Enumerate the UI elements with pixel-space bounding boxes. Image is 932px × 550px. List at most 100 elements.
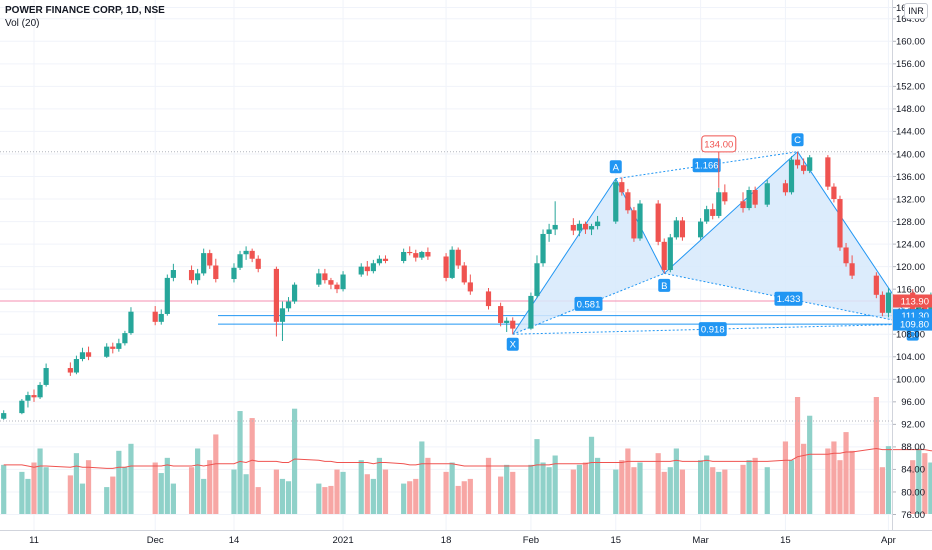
- volume-bar: [752, 457, 758, 514]
- volume-bar: [740, 464, 746, 514]
- volume-bar: [704, 455, 710, 514]
- volume-bar: [340, 471, 346, 514]
- volume-bar: [207, 460, 213, 514]
- candle-body: [613, 182, 619, 222]
- symbol-title[interactable]: POWER FINANCE CORP, 1D, NSE: [5, 5, 165, 16]
- volume-bar: [801, 443, 807, 514]
- time-tick-label: 18: [441, 535, 452, 546]
- price-tick-label: 156.00: [896, 59, 925, 70]
- volume-bar: [831, 441, 837, 514]
- volume-bar: [461, 481, 467, 514]
- candle-body: [588, 226, 595, 230]
- volume-bar: [661, 471, 667, 514]
- candle-body: [625, 192, 631, 211]
- candle-body: [673, 220, 679, 238]
- volume-bar: [249, 418, 255, 514]
- price-tick-label: 132.00: [896, 194, 925, 205]
- volume-bar: [328, 485, 334, 514]
- volume-bar: [825, 448, 831, 514]
- volume-bar: [334, 469, 340, 514]
- candle-body: [710, 209, 716, 216]
- volume-bar: [807, 415, 813, 514]
- volume-bar: [570, 469, 576, 514]
- volume-bar: [25, 478, 31, 514]
- currency-button[interactable]: INR: [904, 3, 928, 19]
- pattern-point-box: [906, 327, 919, 341]
- candle-body: [73, 359, 80, 373]
- candle-body: [407, 251, 413, 254]
- time-axis[interactable]: 11Dec14202118Feb15Mar15Apr19May17: [0, 530, 932, 547]
- volume-bar: [285, 481, 292, 514]
- volume-bar: [164, 457, 170, 514]
- volume-bar: [722, 469, 728, 514]
- volume-bar: [128, 443, 134, 514]
- zone-price-tag: 111.30: [901, 311, 929, 322]
- candle-body: [582, 223, 589, 230]
- pattern-ratio-box: [774, 291, 803, 306]
- candle-body: [837, 199, 843, 248]
- price-tick-label: 128.00: [896, 217, 925, 228]
- candle-body: [679, 220, 686, 238]
- volume-indicator-label[interactable]: Vol (20): [5, 18, 40, 29]
- volume-bar: [370, 478, 376, 514]
- volume-bar: [716, 471, 722, 514]
- volume-bar: [625, 448, 631, 514]
- candle-body: [831, 186, 837, 200]
- pattern-leg-bc: [663, 151, 798, 274]
- candle-body: [752, 190, 758, 205]
- candle-body: [255, 258, 261, 269]
- candle-body: [79, 352, 86, 360]
- candle-body: [158, 313, 164, 322]
- last-price-tag: 113.90: [901, 296, 929, 307]
- volume-ma-line: [3, 447, 932, 469]
- candle-body: [382, 258, 389, 261]
- candle-body: [667, 237, 673, 271]
- zone-price-tag: 109.80: [900, 320, 929, 331]
- volume-bar: [122, 467, 128, 514]
- candle-body: [413, 253, 419, 258]
- volume-bar: [631, 467, 637, 514]
- volume-bar: [201, 478, 207, 514]
- volume-bar: [243, 474, 249, 514]
- candle-body: [170, 270, 176, 278]
- price-tick-label: 160.00: [896, 37, 925, 48]
- candle-body: [31, 395, 37, 398]
- volume-bar: [873, 397, 879, 514]
- volume-bar: [552, 455, 558, 514]
- pattern-point-box: [658, 278, 671, 292]
- price-axis[interactable]: 166.00164.00160.00156.00152.00148.00144.…: [892, 0, 932, 530]
- volume-bar: [376, 457, 383, 514]
- pattern-ratio-box: [574, 296, 603, 311]
- candle-body: [449, 249, 455, 278]
- candle-body: [619, 182, 625, 193]
- candle-body: [243, 250, 249, 255]
- candle-body: [546, 229, 552, 234]
- pattern-ratio-box: [692, 158, 721, 173]
- volume-bar: [698, 460, 704, 514]
- volume-bar: [364, 474, 370, 514]
- price-tick-label: 76.00: [901, 510, 925, 521]
- volume-bar: [237, 411, 243, 514]
- volume-bar: [637, 462, 643, 514]
- candle-body: [425, 251, 431, 257]
- price-tick-label: 164.00: [896, 14, 925, 25]
- pattern-area-bcd: [664, 151, 913, 325]
- candle-body: [328, 280, 334, 285]
- candle-body: [25, 395, 31, 401]
- volume-bar: [79, 483, 86, 514]
- candle-body: [461, 265, 467, 283]
- time-tick-label: 14: [229, 535, 240, 546]
- time-tick-label: Mar: [692, 535, 708, 546]
- time-tick-label: 11: [29, 535, 39, 546]
- candle-body: [231, 267, 237, 280]
- price-tick-label: 92.00: [901, 420, 925, 431]
- candle-body: [164, 277, 170, 314]
- pattern-ratio-label: 0.918: [701, 325, 725, 336]
- candle-body: [152, 311, 158, 322]
- candle-body: [67, 368, 73, 373]
- price-tick-label: 148.00: [896, 104, 925, 115]
- price-tick-label: 124.00: [896, 239, 925, 250]
- candle-body: [316, 273, 322, 285]
